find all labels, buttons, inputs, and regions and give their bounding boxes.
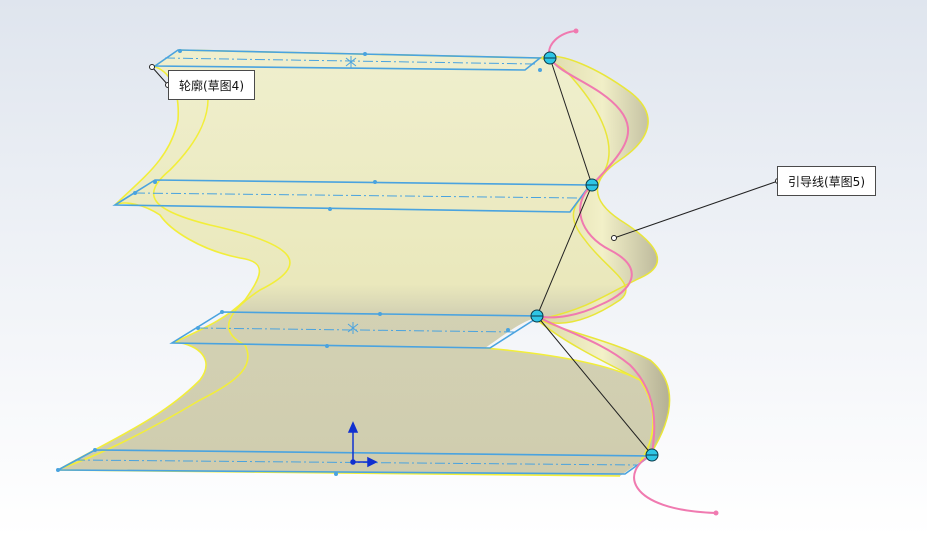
circle-handle-icon[interactable] [530,309,544,323]
profile-callout[interactable]: 轮廓(草图4) [168,70,255,100]
profile-leader-line [151,66,169,86]
sweep-side-band[interactable] [534,55,671,463]
guide-endpoint[interactable] [713,510,719,516]
circle-handle-icon[interactable] [645,448,659,462]
guide-curve-callout[interactable]: 引导线(草图5) [777,166,876,196]
circle-handle-icon[interactable] [543,51,557,65]
leader-anchor [149,64,155,70]
construction-lines [536,57,653,456]
triad-origin-icon [347,421,378,468]
guide-endpoint[interactable] [573,28,579,34]
leader-anchor [611,235,617,241]
guide-leader-line [613,180,779,239]
circle-handle-icon[interactable] [585,178,599,192]
guide-curve[interactable] [536,30,717,514]
sweep-surface[interactable] [58,50,654,476]
section-sketches[interactable] [57,49,653,475]
sketch-points [56,49,542,476]
section-centerline-marks [345,56,359,334]
